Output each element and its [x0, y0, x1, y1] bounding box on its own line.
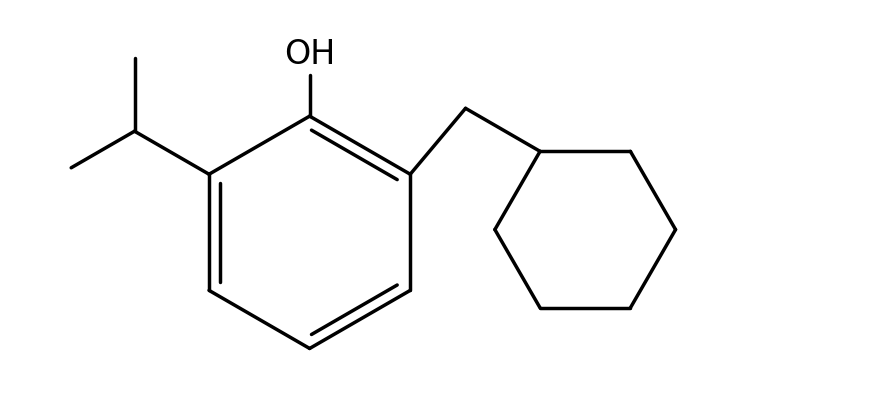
Text: OH: OH: [284, 38, 335, 71]
